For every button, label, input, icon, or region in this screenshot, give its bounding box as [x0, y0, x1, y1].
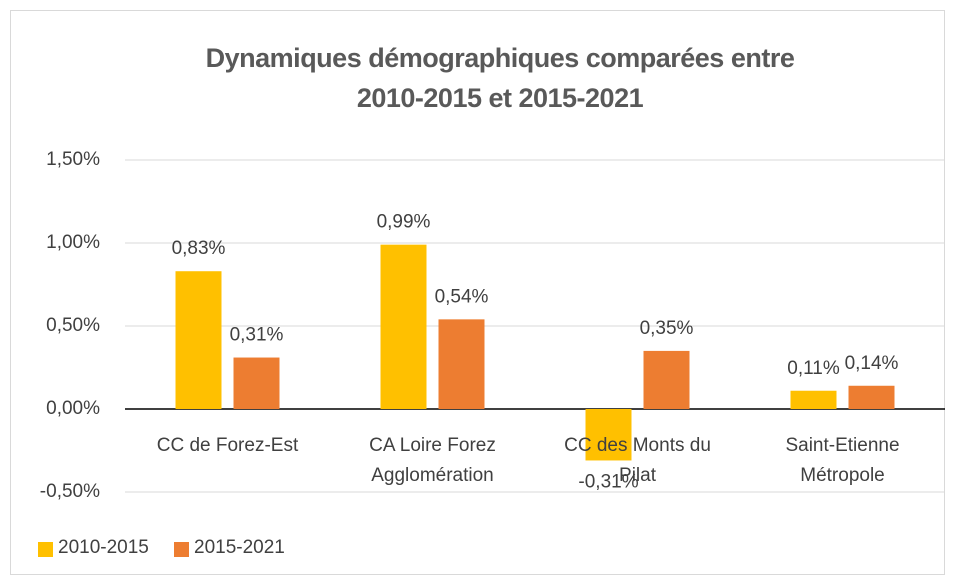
- x-tick-label: CC des Monts du Pilat: [564, 435, 711, 486]
- chart-frame: [10, 10, 945, 575]
- y-tick-label: 0,00%: [46, 398, 100, 419]
- y-tick-label: 0,50%: [46, 315, 100, 336]
- data-label: 0,31%: [230, 325, 284, 346]
- legend-label: 2010-2015: [58, 537, 149, 558]
- bar: [175, 271, 222, 409]
- x-tick-label: CA Loire Forez Agglomération: [369, 435, 496, 486]
- legend-swatch: [38, 542, 53, 557]
- data-label: 0,83%: [172, 238, 226, 259]
- bar: [585, 409, 632, 461]
- data-label: -0,31%: [578, 471, 638, 492]
- bar: [643, 350, 690, 409]
- x-tick-label: CC de Forez-Est: [156, 435, 299, 456]
- bar: [233, 357, 280, 409]
- y-tick-label: 1,50%: [46, 149, 100, 170]
- y-tick-label: -0,50%: [40, 481, 100, 502]
- x-tick-label: Saint-Etienne Métropole: [785, 435, 900, 486]
- data-label: 0,14%: [845, 353, 899, 374]
- bar: [848, 385, 895, 409]
- y-tick-label: 1,00%: [46, 232, 100, 253]
- legend-swatch: [174, 542, 189, 557]
- bar: [438, 319, 485, 409]
- legend-label: 2015-2021: [194, 537, 285, 558]
- data-label: 0,11%: [787, 358, 840, 379]
- data-label: 0,99%: [377, 212, 431, 233]
- chart-title: Dynamiques démographiques comparées entr…: [205, 43, 795, 113]
- bar: [790, 390, 837, 409]
- bar: [380, 244, 427, 409]
- data-label: 0,54%: [435, 286, 489, 307]
- data-label: 0,35%: [640, 318, 694, 339]
